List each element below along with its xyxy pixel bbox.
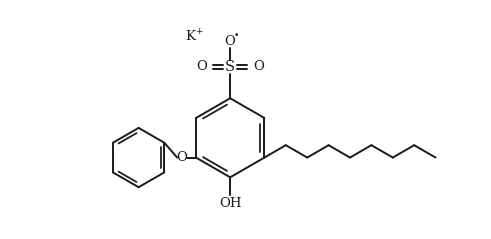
Text: O: O	[177, 151, 188, 164]
Text: O: O	[225, 35, 236, 49]
Text: K: K	[186, 30, 195, 43]
Text: +: +	[195, 27, 202, 36]
Text: •: •	[233, 32, 239, 40]
Text: O: O	[253, 60, 264, 73]
Text: OH: OH	[219, 196, 242, 210]
Text: O: O	[196, 60, 207, 73]
Text: S: S	[225, 60, 235, 74]
